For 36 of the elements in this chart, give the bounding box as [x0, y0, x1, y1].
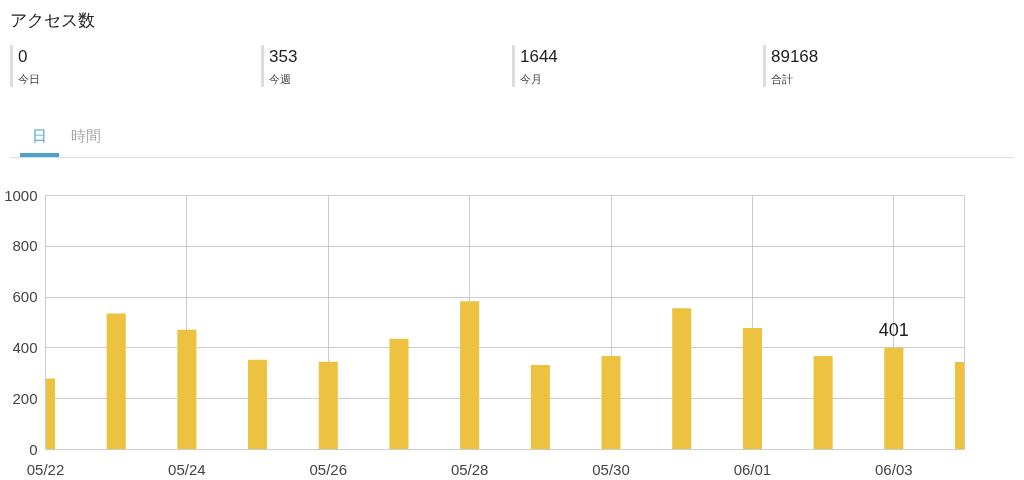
bar	[318, 361, 338, 450]
text: 1644	[520, 46, 559, 69]
x-tick-label: 05/28	[450, 460, 489, 478]
y-tick-label: 1000	[4, 186, 38, 204]
bar	[177, 329, 197, 450]
text: 今週	[269, 71, 292, 87]
text: 合計	[771, 71, 794, 87]
bar	[389, 338, 409, 450]
bar	[460, 301, 480, 450]
text: 日	[20, 125, 59, 157]
x-tick-label: 05/26	[309, 460, 348, 478]
text: 353	[269, 46, 299, 69]
x-tick-label: 06/03	[875, 460, 913, 478]
text: 今月	[520, 71, 543, 87]
text: 時間	[70, 126, 102, 147]
bar	[742, 328, 762, 450]
bar	[601, 356, 621, 450]
text: 今日	[18, 71, 41, 87]
y-tick-label: 0	[29, 440, 38, 458]
y-tick-label: 400	[12, 338, 38, 356]
y-tick-label: 600	[12, 288, 38, 306]
x-tick-label: 06/01	[733, 460, 772, 478]
y-tick-label: 800	[12, 237, 38, 255]
chart-title: アクセス数	[10, 10, 96, 32]
bar	[813, 356, 833, 450]
bar	[106, 313, 126, 450]
text: 89168	[771, 46, 820, 69]
bar	[672, 308, 692, 450]
x-tick-label: 05/30	[592, 460, 630, 478]
x-tick-label: 05/24	[168, 460, 206, 478]
bar	[884, 347, 904, 450]
data-label: 401	[878, 319, 909, 340]
bar	[530, 364, 550, 450]
y-tick-label: 200	[12, 389, 38, 407]
x-tick-label: 05/22	[26, 460, 65, 478]
bar	[248, 359, 268, 450]
